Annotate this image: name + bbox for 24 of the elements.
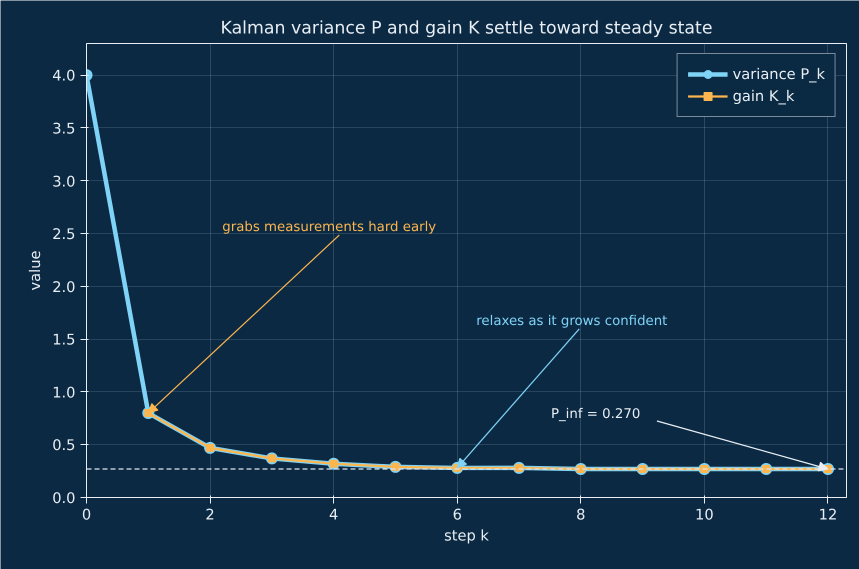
y-tick-label: 0.5 xyxy=(52,437,76,454)
y-tick-label: 3.5 xyxy=(52,120,76,138)
legend-label: variance P_k xyxy=(732,66,825,82)
x-tick-label: 4 xyxy=(328,506,338,524)
x-tick-label: 6 xyxy=(452,506,462,524)
y-tick-label: 3.0 xyxy=(52,173,76,190)
y-tick-label: 1.0 xyxy=(52,384,76,402)
x-tick-label: 2 xyxy=(205,506,215,524)
legend-label: gain K_k xyxy=(732,88,794,104)
x-tick-label: 8 xyxy=(576,506,586,524)
y-tick-label: 0.0 xyxy=(52,490,76,507)
x-tick-label: 12 xyxy=(818,506,838,524)
y-tick-label: 2.5 xyxy=(52,226,76,244)
x-axis-title: step k xyxy=(444,528,490,544)
y-tick-label: 4.0 xyxy=(52,68,76,85)
y-axis-title: value xyxy=(27,250,44,291)
y-tick-label: 1.5 xyxy=(52,332,76,349)
annotation: grabs measurements hard early xyxy=(222,220,436,236)
annotation: relaxes as it grows confident xyxy=(476,314,668,329)
x-tick-label: 0 xyxy=(82,506,92,524)
y-tick-label: 2.0 xyxy=(52,278,76,296)
x-tick-label: 10 xyxy=(695,506,714,524)
chart-title: Kalman variance P and gain K settle toward steady state xyxy=(220,18,712,38)
annotation: P_inf = 0.270 xyxy=(550,406,640,422)
